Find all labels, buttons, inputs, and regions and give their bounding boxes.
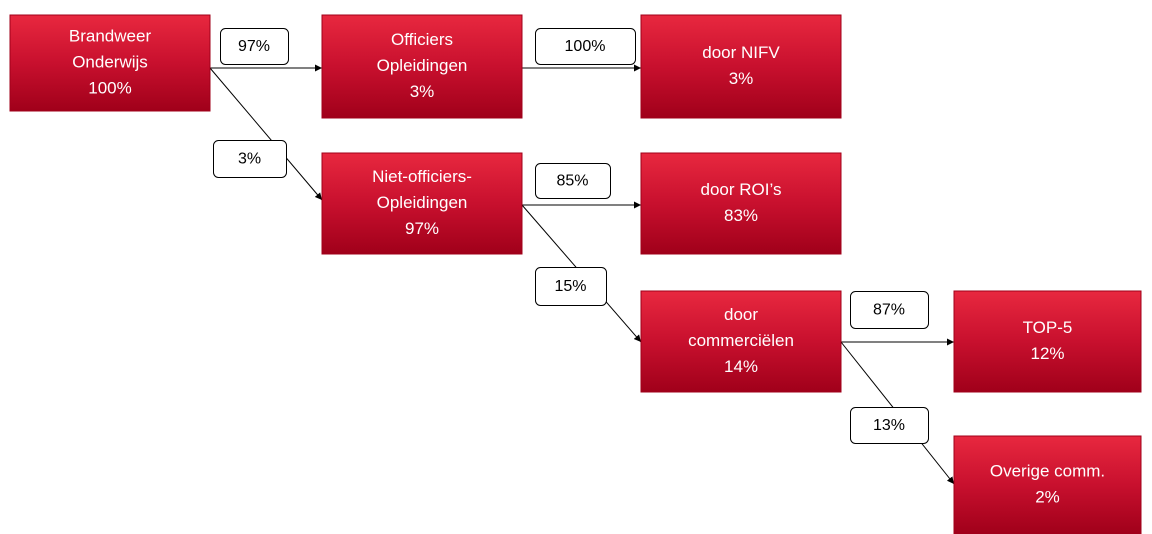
edge-label: 13% [873,417,905,434]
edge-label-box [850,291,929,329]
node-label: 14% [724,357,758,376]
node-box [9,14,211,112]
node-label: Overige comm. [990,461,1105,480]
node-label: 2% [1035,487,1060,506]
node-label: commerciëlen [688,331,794,350]
edge-label-box [220,28,289,65]
edge-label-box [213,140,287,178]
node-label: 83% [724,206,758,225]
node-label: Opleidingen [377,56,468,75]
edge-label: 15% [554,278,586,295]
edge-label-box [535,28,636,65]
edge-label: 87% [873,302,905,319]
node-label: door ROI’s [701,180,782,199]
connector [209,67,323,201]
node-label: 3% [729,69,754,88]
node-label: Officiers [391,30,453,49]
node-box [640,152,842,255]
edge-label: 97% [238,38,270,55]
node-label: Brandweer [69,26,152,45]
node-box [640,290,842,393]
node-label: TOP-5 [1023,318,1073,337]
node-box [953,290,1142,393]
node-box [321,14,523,119]
node-label: 97% [405,219,439,238]
node-box [640,14,842,119]
node-box [321,152,523,255]
edge-label: 3% [238,151,261,168]
node-label: 3% [410,82,435,101]
node-box [953,435,1142,534]
node-label: door [724,305,758,324]
edge-label-box [535,163,611,199]
edge-label-box [850,407,929,444]
node-label: door NIFV [702,43,780,62]
edge-label: 100% [565,38,606,55]
node-label: 12% [1030,344,1064,363]
node-label: Niet-officiers- [372,167,472,186]
node-label: Onderwijs [72,52,148,71]
node-label: Opleidingen [377,193,468,212]
node-label: 100% [88,78,131,97]
edge-label: 85% [556,173,588,190]
edge-label-box [535,267,607,306]
